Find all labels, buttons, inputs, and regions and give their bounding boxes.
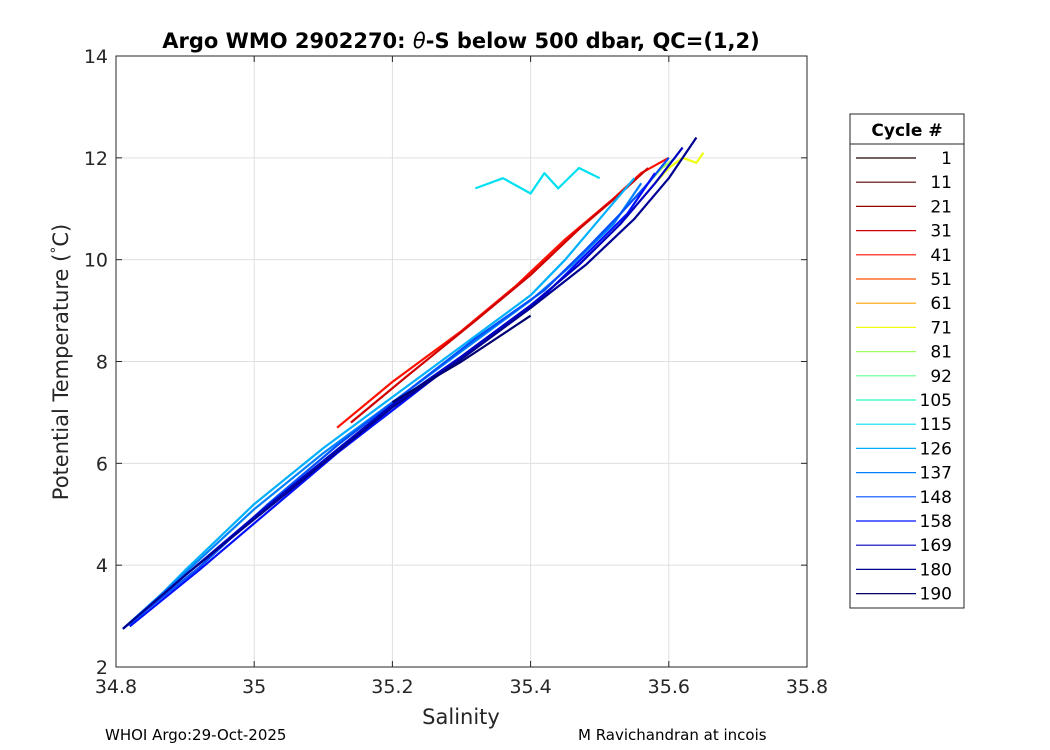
- legend: Cycle # 11121314151617181921051151261371…: [849, 113, 965, 609]
- data-series: [122, 136, 705, 630]
- y-tick-label: 14: [84, 46, 108, 68]
- x-tick-label: 35.4: [509, 676, 551, 698]
- legend-entry-label: 51: [930, 270, 952, 290]
- legend-entry-label: 180: [920, 560, 952, 580]
- y-tick-label: 2: [96, 657, 108, 679]
- y-tick-label: 8: [96, 352, 108, 374]
- y-axis-label: Potential Temperature (°C): [49, 224, 73, 500]
- legend-entry-label: 1: [941, 149, 952, 169]
- series-line-12: [391, 314, 532, 404]
- x-tick-label: 35.2: [371, 676, 413, 698]
- legend-entry-label: 105: [920, 391, 952, 411]
- legend-entry-label: 41: [930, 246, 952, 266]
- x-tick-label: 35: [242, 676, 266, 698]
- footer-source: WHOI Argo:29-Oct-2025: [105, 726, 287, 744]
- x-tick-label: 35.8: [786, 676, 828, 698]
- legend-entry-label: 61: [930, 294, 952, 314]
- legend-entry-label: 126: [920, 439, 952, 459]
- axis-ticks: 34.8 35 35.2 35.4 35.6 35.8 2 4 6 8 10 12 14: [84, 46, 828, 698]
- legend-entry-label: 158: [920, 512, 952, 532]
- chart-title: Argo WMO 2902270: θ-S below 500 dbar, QC…: [162, 29, 759, 53]
- legend-entry-label: 11: [930, 173, 952, 193]
- y-tick-label: 4: [96, 555, 108, 577]
- series-line-6: [129, 177, 636, 628]
- series-line-5: [474, 166, 601, 195]
- series-line-10: [122, 146, 684, 630]
- footer-credit: M Ravichandran at incois: [578, 726, 767, 744]
- legend-entry-label: 31: [930, 222, 952, 242]
- legend-entry-label: 148: [920, 488, 952, 508]
- x-tick-label: 35.6: [648, 676, 690, 698]
- legend-entry-label: 21: [930, 197, 952, 217]
- y-tick-label: 10: [84, 250, 108, 272]
- legend-box: [849, 113, 965, 609]
- legend-title: Cycle #: [871, 121, 942, 141]
- y-tick-label: 6: [96, 453, 108, 475]
- x-tick-label: 34.8: [95, 676, 137, 698]
- legend-entry-label: 115: [920, 415, 952, 435]
- series-line-11: [122, 136, 698, 630]
- y-tick-label: 12: [84, 148, 108, 170]
- legend-entry-label: 71: [930, 318, 952, 338]
- x-axis-label: Salinity: [422, 705, 500, 729]
- legend-entry-label: 137: [920, 464, 952, 484]
- legend-entry-label: 81: [930, 343, 952, 363]
- legend-entry-label: 169: [920, 536, 952, 556]
- legend-entry-label: 92: [930, 367, 952, 387]
- legend-entry-label: 190: [920, 585, 952, 605]
